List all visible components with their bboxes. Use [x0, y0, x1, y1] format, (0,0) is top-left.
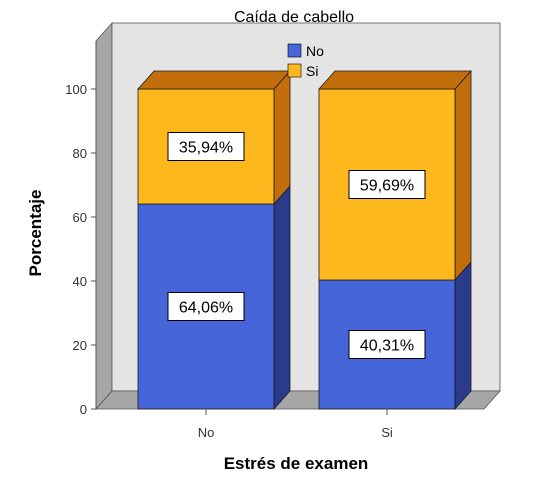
- bars: [137, 69, 472, 411]
- x-tick-label: No: [198, 425, 215, 440]
- side-wall: [95, 21, 113, 411]
- bar-top-si: [318, 70, 472, 90]
- data-label-box: [167, 292, 245, 322]
- y-tick-label: 100: [65, 82, 87, 97]
- legend-label-no: No: [306, 43, 324, 59]
- data-label-box: [348, 330, 426, 360]
- legend-swatch-no: [287, 43, 302, 58]
- data-label-box: [348, 170, 426, 200]
- bar-side-no-si: [454, 260, 472, 411]
- y-tick-label: 20: [73, 338, 87, 353]
- legend: No Si: [287, 43, 324, 79]
- y-axis-label: Porcentaje: [26, 190, 45, 277]
- x-tick-label: Si: [381, 425, 393, 440]
- data-label-box: [167, 132, 245, 162]
- legend-swatch-si: [287, 63, 302, 78]
- bar-top-no: [137, 70, 291, 90]
- legend-label-si: Si: [306, 63, 318, 79]
- y-tick-label: 80: [73, 146, 87, 161]
- data-label: 40,31%: [360, 338, 414, 355]
- y-tick-label: 60: [73, 210, 87, 225]
- x-axis-label: Estrés de examen: [224, 454, 369, 473]
- y-axis: 0 20 40 60 80 100: [65, 41, 97, 417]
- bar-side-si-no: [273, 69, 291, 206]
- bar-labels: 64,06% 35,94% 40,31% 59,69%: [167, 132, 426, 360]
- y-tick-label: 40: [73, 274, 87, 289]
- data-label: 64,06%: [179, 300, 233, 317]
- bar-side-no-no: [273, 184, 291, 411]
- bar-side-si-si: [454, 69, 472, 282]
- chart-title: Caída de cabello: [234, 9, 354, 26]
- y-tick-label: 0: [80, 402, 87, 417]
- data-label: 59,69%: [360, 178, 414, 195]
- data-label: 35,94%: [179, 140, 233, 157]
- x-axis: No Si: [198, 409, 393, 440]
